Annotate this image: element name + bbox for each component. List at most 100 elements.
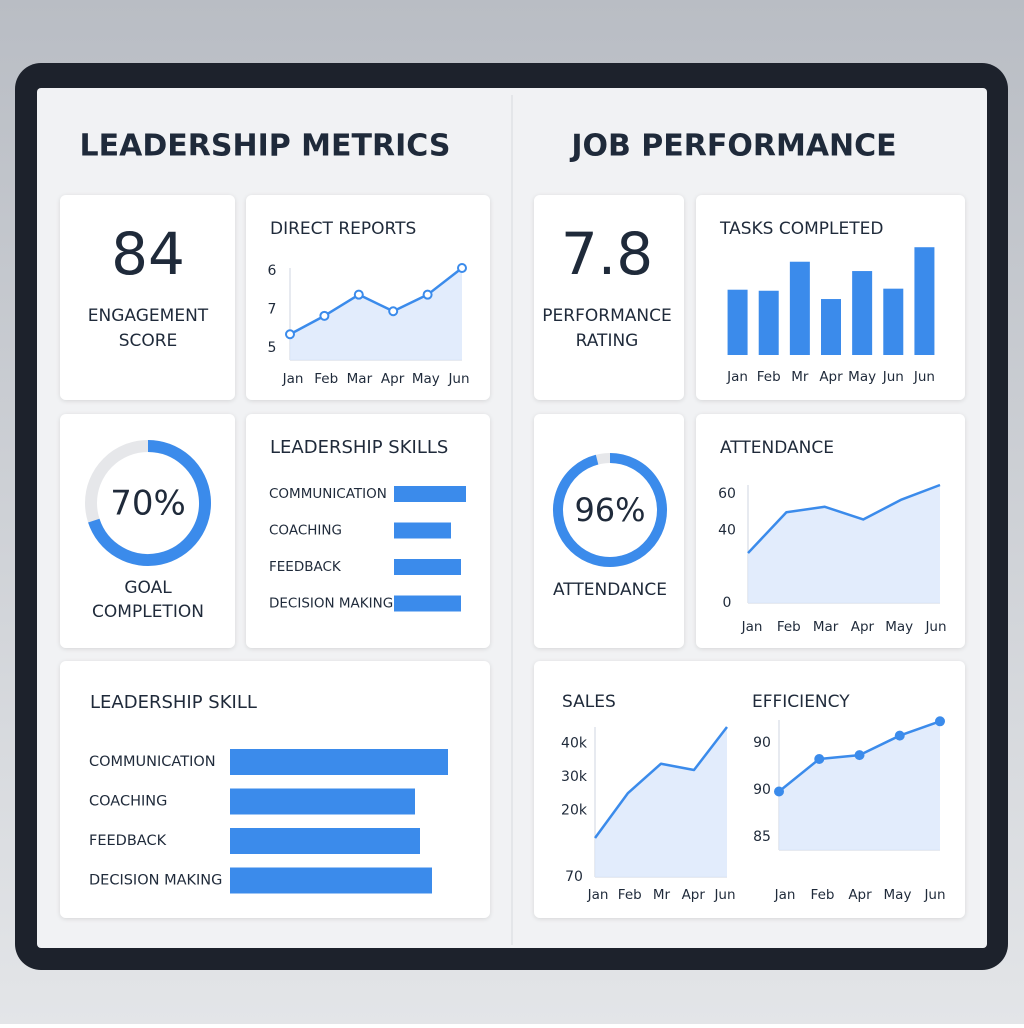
x-tick-label: Feb [314, 371, 338, 387]
marker [814, 754, 825, 764]
x-tick-label: Jan [741, 619, 763, 635]
y-tick-label: 40k [561, 736, 588, 752]
bar [394, 486, 466, 502]
bar [883, 288, 904, 355]
card-title: TASKS COMPLETED [719, 219, 883, 239]
x-tick-label: May [885, 619, 913, 635]
donut-label: GOAL [124, 578, 172, 598]
bar [394, 559, 461, 575]
section-title: JOB PERFORMANCE [569, 129, 896, 164]
marker [774, 786, 784, 797]
x-tick-label: Apr [819, 369, 843, 385]
bar [758, 290, 779, 355]
x-tick-label: Jun [447, 371, 469, 387]
card-title: LEADERSHIP SKILL [90, 692, 257, 713]
marker [894, 730, 905, 741]
y-tick-label: 20k [561, 802, 588, 818]
y-tick-label: 0 [723, 595, 732, 611]
bar-label: FEEDBACK [89, 833, 167, 849]
bar-label: COMMUNICATION [269, 486, 387, 502]
bar [789, 261, 810, 355]
y-tick-label: 85 [753, 829, 771, 845]
y-tick-label: 90 [753, 782, 771, 798]
bar-label: COMMUNICATION [89, 754, 216, 770]
y-tick-label: 6 [268, 263, 277, 279]
x-tick-label: Jan [774, 887, 796, 903]
bar-label: COACHING [89, 794, 167, 810]
bar-label: DECISION MAKING [269, 596, 393, 612]
area [779, 721, 940, 850]
marker [457, 263, 467, 273]
marker [854, 750, 865, 761]
area [290, 268, 462, 360]
bar [727, 289, 748, 355]
x-tick-label: Feb [618, 887, 642, 903]
y-tick-label: 60 [718, 486, 736, 502]
x-tick-label: Mar [347, 371, 373, 387]
marker [935, 716, 945, 727]
card [534, 195, 684, 400]
card [60, 195, 235, 400]
card-title: EFFICIENCY [752, 692, 850, 712]
bar-label: DECISION MAKING [89, 873, 222, 889]
bar [230, 788, 415, 815]
x-tick-label: Jan [587, 887, 609, 903]
y-tick-label: 30k [561, 769, 588, 785]
bar [914, 247, 935, 355]
x-tick-label: Apr [851, 619, 875, 635]
marker [388, 306, 399, 317]
x-tick-label: Jan [282, 371, 304, 387]
y-tick-label: 90 [753, 735, 771, 751]
x-tick-label: Jun [923, 887, 945, 903]
x-tick-label: May [412, 371, 440, 387]
x-tick-label: Jun [924, 619, 946, 635]
donut-arc [553, 453, 667, 567]
x-tick-label: Apr [848, 887, 872, 903]
bar [230, 828, 420, 854]
donut-value: 96% [574, 491, 645, 529]
line [289, 267, 463, 336]
x-tick-label: May [848, 369, 876, 385]
donut-label: ATTENDANCE [553, 580, 667, 600]
x-tick-label: Mr [791, 369, 809, 385]
kpi-label: ENGAGEMENT [88, 306, 209, 326]
card-title: SALES [562, 692, 616, 712]
section-title: LEADERSHIP METRICS [80, 129, 451, 164]
card [246, 414, 490, 648]
line [747, 483, 941, 554]
marker [422, 289, 433, 300]
x-tick-label: Jun [882, 369, 904, 385]
bar-label: FEEDBACK [269, 559, 342, 575]
kpi-label: SCORE [119, 331, 178, 351]
y-tick-label: 5 [268, 340, 277, 356]
x-tick-label: Mar [813, 619, 839, 635]
y-tick-label: 40 [718, 522, 736, 538]
kpi-value: 7.8 [561, 220, 653, 288]
marker [319, 310, 330, 321]
y-tick-label: 7 [268, 302, 277, 318]
x-tick-label: Apr [682, 887, 706, 903]
bar [230, 749, 448, 775]
kpi-value: 84 [111, 220, 185, 288]
x-tick-label: Mr [653, 887, 671, 903]
x-tick-label: Jan [726, 369, 748, 385]
line [593, 726, 728, 839]
y-tick-label: 70 [565, 869, 583, 885]
x-tick-label: Feb [777, 619, 801, 635]
bar [852, 271, 873, 355]
card-title: LEADERSHIP SKILLS [270, 437, 448, 458]
bar [394, 522, 451, 539]
x-tick-label: Jun [913, 369, 935, 385]
area [748, 485, 940, 603]
donut-label: COMPLETION [92, 602, 204, 622]
card-title: ATTENDANCE [720, 438, 834, 458]
bar [821, 299, 841, 355]
marker [285, 329, 295, 340]
bar-label: COACHING [269, 523, 342, 539]
x-tick-label: Feb [757, 369, 781, 385]
bar [394, 595, 461, 612]
bar [230, 867, 432, 894]
x-tick-label: Feb [811, 887, 835, 903]
